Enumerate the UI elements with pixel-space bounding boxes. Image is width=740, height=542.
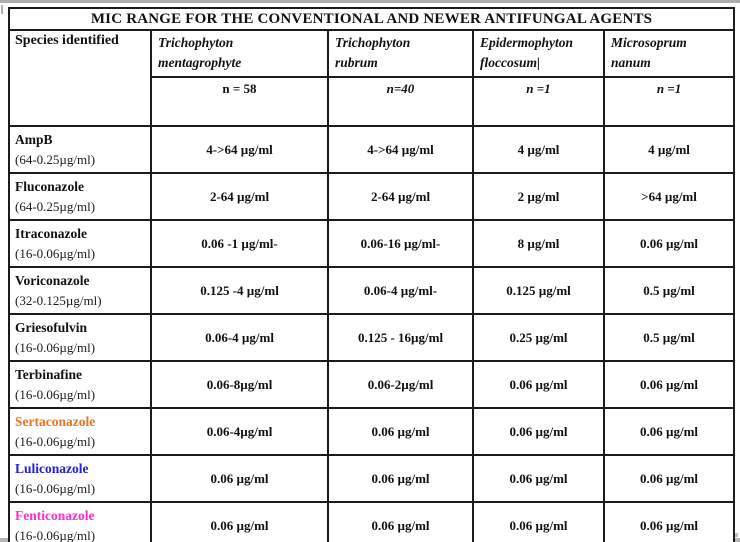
drug-test-range: (64-0.25µg/ml) [15, 199, 96, 214]
species-genus: Epidermophyton [480, 35, 574, 50]
drug-cell: Itraconazole (16-0.06µg/ml) [8, 219, 152, 268]
table-row-voriconazole: Voriconazole (32-0.125µg/ml) 0.125 -4 µg… [8, 266, 736, 315]
table-row-terbinafine: Terbinafine (16-0.06µg/ml) 0.06-8µg/ml 0… [8, 360, 736, 409]
mic-value: 0.06-4 µg/ml- [327, 266, 474, 315]
table-row-griesofulvin: Griesofulvin (16-0.06µg/ml) 0.06-4 µg/ml… [8, 313, 736, 362]
drug-name: Griesofulvin [15, 320, 88, 335]
table-row-sertaconazole: Sertaconazole (16-0.06µg/ml) 0.06-4µg/ml… [8, 407, 736, 456]
page-edge-artifact-bottom-right [734, 533, 738, 537]
table-row-itraconazole: Itraconazole (16-0.06µg/ml) 0.06 -1 µg/m… [8, 219, 736, 268]
title-row: MIC RANGE FOR THE CONVENTIONAL AND NEWER… [7, 7, 736, 31]
mic-value: 0.06-4 µg/ml [150, 313, 329, 362]
species-genus: Microsoprum [611, 35, 687, 50]
mic-value: 0.06 µg/ml [602, 219, 736, 268]
mic-value: 4 µg/ml [602, 125, 736, 174]
corner-header-species-identified: Species identified [8, 29, 152, 127]
drug-cell: Voriconazole (32-0.125µg/ml) [8, 266, 152, 315]
drug-cell: AmpB (64-0.25µg/ml) [8, 125, 152, 174]
drug-name: Itraconazole [15, 226, 87, 241]
page-edge-artifact-left [1, 5, 3, 14]
drug-cell: Sertaconazole (16-0.06µg/ml) [8, 407, 152, 456]
mic-value: 0.06 µg/ml [472, 360, 605, 409]
drug-test-range: (16-0.06µg/ml) [15, 246, 96, 261]
column-header-species: Trichophyton mentagrophyte [150, 29, 329, 78]
mic-value: 0.5 µg/ml [602, 313, 736, 362]
drug-test-range: (32-0.125µg/ml) [15, 293, 102, 308]
mic-value: 4->64 µg/ml [150, 125, 329, 174]
mic-value: 4 µg/ml [472, 125, 605, 174]
mic-value: 0.06-8µg/ml [150, 360, 329, 409]
mic-range-table: MIC RANGE FOR THE CONVENTIONAL AND NEWER… [7, 7, 736, 542]
table-row-fluconazole: Fluconazole (64-0.25µg/ml) 2-64 µg/ml 2-… [8, 172, 736, 221]
drug-name: Fenticonazole [15, 508, 95, 523]
column-header-species: Microsoprum nanum [602, 29, 736, 78]
drug-test-range: (64-0.25µg/ml) [15, 152, 96, 167]
mic-value: 0.06-16 µg/ml- [327, 219, 474, 268]
sample-count: n=40 [327, 76, 474, 127]
mic-value: 2-64 µg/ml [327, 172, 474, 221]
mic-value: 0.06 µg/ml [327, 501, 474, 542]
drug-name: Terbinafine [15, 367, 83, 382]
table-row-luliconazole: Luliconazole (16-0.06µg/ml) 0.06 µg/ml 0… [8, 454, 736, 503]
drug-test-range: (16-0.06µg/ml) [15, 340, 96, 355]
species-epithet: nanum [611, 55, 651, 70]
drug-name: Fluconazole [15, 179, 84, 194]
page-edge-artifact-top [0, 0, 740, 3]
mic-value: 0.06 µg/ml [150, 454, 329, 503]
column-header-species: Epidermophyton floccosum| [472, 29, 605, 78]
sample-count: n =1 [472, 76, 605, 127]
mic-value: 0.06 µg/ml [150, 501, 329, 542]
mic-value: 0.125 -4 µg/ml [150, 266, 329, 315]
sample-count: n = 58 [150, 76, 329, 127]
drug-cell: Terbinafine (16-0.06µg/ml) [8, 360, 152, 409]
header-row-species: Species identified Trichophyton mentagro… [8, 29, 736, 127]
species-epithet-with-text-cursor: floccosum| [480, 55, 540, 70]
mic-value: 0.06 µg/ml [602, 454, 736, 503]
drug-cell: Fenticonazole (16-0.06µg/ml) [8, 501, 152, 542]
mic-value: 2 µg/ml [472, 172, 605, 221]
species-epithet: rubrum [335, 55, 378, 70]
mic-value: 2-64 µg/ml [150, 172, 329, 221]
table-row-ampb: AmpB (64-0.25µg/ml) 4->64 µg/ml 4->64 µg… [8, 125, 736, 174]
mic-value: 0.25 µg/ml [472, 313, 605, 362]
mic-value: 0.06 µg/ml [602, 360, 736, 409]
drug-cell: Luliconazole (16-0.06µg/ml) [8, 454, 152, 503]
drug-test-range: (16-0.06µg/ml) [15, 434, 96, 449]
mic-value: 0.06 -1 µg/ml- [150, 219, 329, 268]
mic-value: 8 µg/ml [472, 219, 605, 268]
species-genus: Trichophyton [158, 35, 234, 50]
mic-value: 4->64 µg/ml [327, 125, 474, 174]
mic-value: 0.125 µg/ml [472, 266, 605, 315]
mic-value: 0.06-2µg/ml [327, 360, 474, 409]
table-row-fenticonazole: Fenticonazole (16-0.06µg/ml) 0.06 µg/ml … [8, 501, 736, 542]
mic-value: 0.125 - 16µg/ml [327, 313, 474, 362]
drug-test-range: (16-0.06µg/ml) [15, 387, 96, 402]
drug-test-range: (16-0.06µg/ml) [15, 528, 96, 542]
mic-value: 0.5 µg/ml [602, 266, 736, 315]
drug-cell: Griesofulvin (16-0.06µg/ml) [8, 313, 152, 362]
drug-name: Sertaconazole [15, 414, 96, 429]
mic-value: 0.06-4µg/ml [150, 407, 329, 456]
species-epithet: mentagrophyte [158, 55, 242, 70]
table-title: MIC RANGE FOR THE CONVENTIONAL AND NEWER… [7, 7, 736, 31]
drug-cell: Fluconazole (64-0.25µg/ml) [8, 172, 152, 221]
drug-name: Voriconazole [15, 273, 90, 288]
mic-value: 0.06 µg/ml [602, 407, 736, 456]
drug-name: Luliconazole [15, 461, 89, 476]
mic-value: 0.06 µg/ml [472, 501, 605, 542]
mic-value: 0.06 µg/ml [472, 407, 605, 456]
mic-value: 0.06 µg/ml [472, 454, 605, 503]
mic-value: >64 µg/ml [602, 172, 736, 221]
mic-value: 0.06 µg/ml [602, 501, 736, 542]
header-row-sample-counts: n = 58 n=40 n =1 n =1 [9, 76, 736, 127]
mic-value: 0.06 µg/ml [327, 454, 474, 503]
drug-name: AmpB [15, 132, 53, 147]
drug-test-range: (16-0.06µg/ml) [15, 481, 96, 496]
column-header-species: Trichophyton rubrum [327, 29, 474, 78]
species-genus: Trichophyton [335, 35, 411, 50]
sample-count: n =1 [602, 76, 736, 127]
mic-value: 0.06 µg/ml [327, 407, 474, 456]
